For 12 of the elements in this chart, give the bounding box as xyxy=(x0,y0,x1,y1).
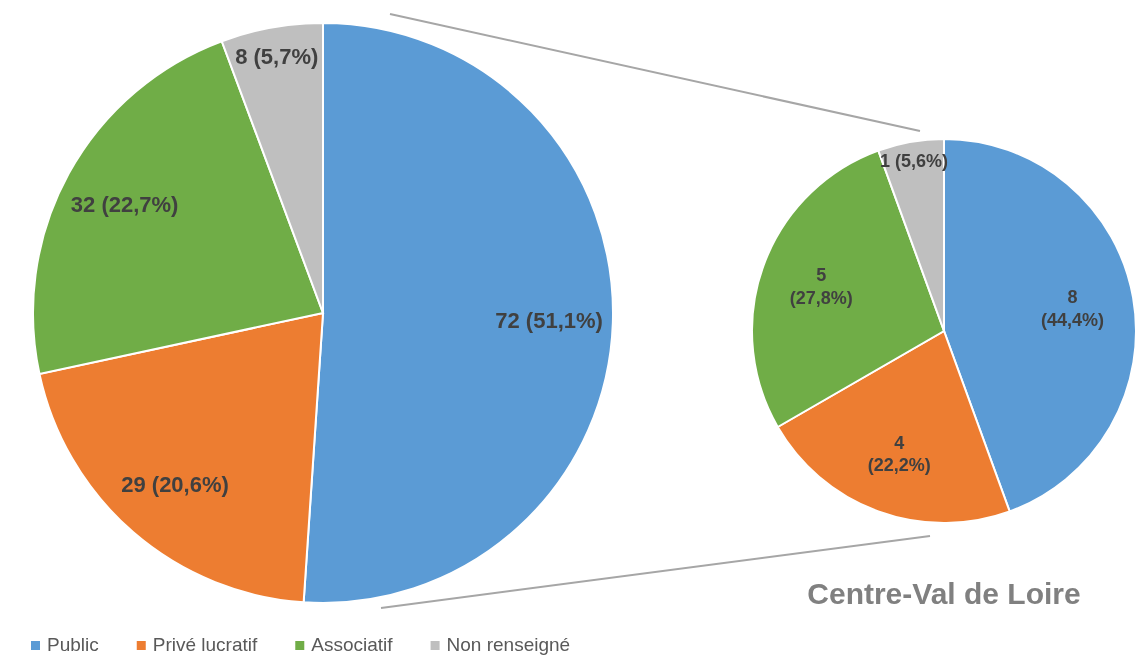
legend-label: Non renseigné xyxy=(446,634,571,655)
data-label: 8 (44,4%) xyxy=(1041,287,1105,330)
legend-label: Associatif xyxy=(311,634,394,655)
data-label: 32 (22,7%) xyxy=(70,191,179,217)
legend-label: Public xyxy=(47,634,99,655)
data-label: 8 (5,7%) xyxy=(235,43,319,69)
data-label: 29 (20,6%) xyxy=(121,471,229,497)
data-label: 72 (51,1%) xyxy=(495,308,603,334)
legend-label: Privé lucratif xyxy=(152,634,258,655)
text: Centre-Val de Loire xyxy=(807,577,1081,610)
data-label: 5 (27,8%) xyxy=(789,265,853,308)
data-label: 4 (22,2%) xyxy=(867,432,931,476)
